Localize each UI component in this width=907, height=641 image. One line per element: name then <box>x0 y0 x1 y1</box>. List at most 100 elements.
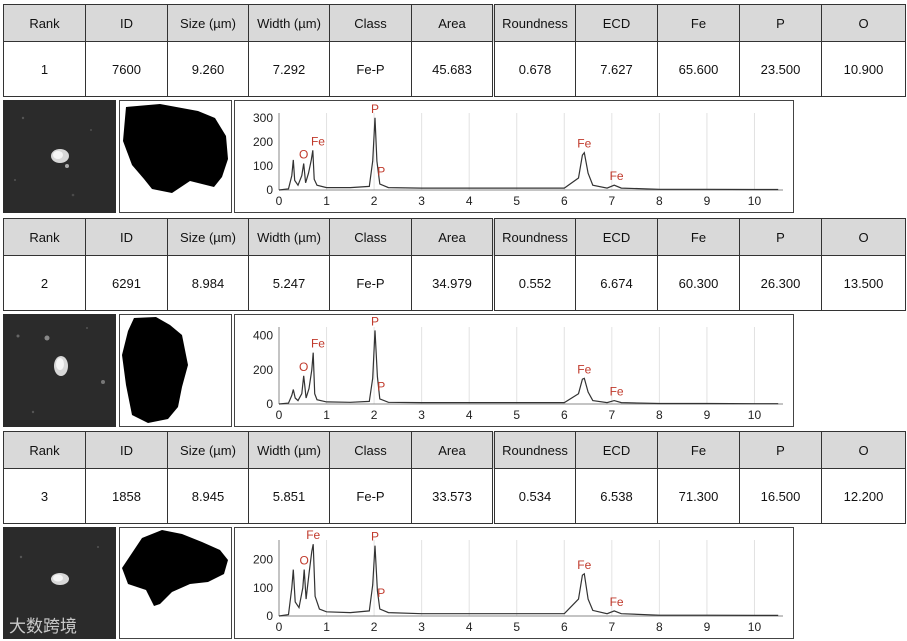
particle-table-1: Rank ID Size (µm) Width (µm) Class Area … <box>3 4 906 97</box>
col-header-rank: Rank <box>3 218 86 256</box>
x-tick-label: 2 <box>371 194 378 208</box>
x-tick-label: 7 <box>608 194 615 208</box>
particle-micrograph <box>3 314 116 427</box>
col-header-p: P <box>739 431 822 469</box>
cell-roundness: 0.678 <box>493 41 576 97</box>
peak-label: P <box>371 315 379 328</box>
cell-ecd: 6.538 <box>575 468 658 524</box>
col-header-id: ID <box>85 218 168 256</box>
peak-label: Fe <box>610 385 624 399</box>
col-header-ecd: ECD <box>575 431 658 469</box>
x-tick-label: 10 <box>748 620 762 634</box>
cell-id: 1858 <box>85 468 168 524</box>
spectrum-line <box>278 330 779 405</box>
cell-area: 34.979 <box>411 255 495 311</box>
x-tick-label: 0 <box>276 408 283 422</box>
x-tick-label: 0 <box>276 194 283 208</box>
x-tick-label: 4 <box>466 194 473 208</box>
y-tick-label: 200 <box>253 135 273 149</box>
peak-label: Fe <box>610 595 624 609</box>
peak-label: P <box>371 102 379 116</box>
cell-area: 33.573 <box>411 468 495 524</box>
peak-label: O <box>300 554 309 568</box>
col-header-size: Size (µm) <box>167 218 249 256</box>
peak-label: Fe <box>577 137 591 151</box>
y-tick-label: 100 <box>253 159 273 173</box>
particle-binary-mask <box>119 527 232 639</box>
x-tick-label: 8 <box>656 620 663 634</box>
x-tick-label: 5 <box>513 194 520 208</box>
particle-table-3: Rank ID Size (µm) Width (µm) Class Area … <box>3 431 906 524</box>
col-header-ecd: ECD <box>575 4 658 42</box>
eds-spectrum-chart: 0 1 2 3 4 5 6 7 8 9 10 0 200 400 O Fe P P Fe Fe <box>234 314 794 427</box>
col-header-area: Area <box>411 4 495 42</box>
cell-ecd: 6.674 <box>575 255 658 311</box>
y-tick-label: 400 <box>253 329 273 343</box>
cell-class: Fe-P <box>329 41 412 97</box>
peak-label: O <box>299 148 308 162</box>
particle-binary-mask <box>119 100 232 213</box>
col-header-o: O <box>821 431 906 469</box>
col-header-class: Class <box>329 431 412 469</box>
peak-label: Fe <box>610 169 624 183</box>
x-tick-label: 6 <box>561 194 568 208</box>
x-tick-label: 10 <box>748 194 762 208</box>
cell-rank: 2 <box>3 255 86 311</box>
x-tick-label: 6 <box>561 620 568 634</box>
cell-size: 9.260 <box>167 41 249 97</box>
eds-spectrum-chart: 0 1 2 3 4 5 6 7 8 9 10 0 100 200 300 O Fe P P Fe Fe <box>234 100 794 213</box>
cell-size: 8.945 <box>167 468 249 524</box>
peak-label: Fe <box>306 528 320 542</box>
y-tick-label: 0 <box>266 609 273 623</box>
peak-label: P <box>377 164 385 178</box>
y-tick-label: 300 <box>253 111 273 125</box>
cell-fe: 60.300 <box>657 255 740 311</box>
watermark-text: 大数跨境 <box>9 617 77 637</box>
peak-label: Fe <box>577 558 591 572</box>
peak-label: O <box>299 360 308 374</box>
x-tick-label: 6 <box>561 408 568 422</box>
cell-width: 7.292 <box>248 41 330 97</box>
cell-area: 45.683 <box>411 41 495 97</box>
peak-label: P <box>377 379 385 393</box>
cell-p: 23.500 <box>739 41 822 97</box>
col-header-width: Width (µm) <box>248 4 330 42</box>
col-header-fe: Fe <box>657 4 740 42</box>
cell-rank: 3 <box>3 468 86 524</box>
x-tick-label: 4 <box>466 408 473 422</box>
cell-ecd: 7.627 <box>575 41 658 97</box>
x-tick-label: 9 <box>704 194 711 208</box>
peak-label: P <box>371 530 379 544</box>
col-header-area: Area <box>411 431 495 469</box>
col-header-ecd: ECD <box>575 218 658 256</box>
x-tick-label: 2 <box>371 620 378 634</box>
col-header-class: Class <box>329 4 412 42</box>
spectrum-line <box>278 117 779 191</box>
cell-width: 5.247 <box>248 255 330 311</box>
col-header-class: Class <box>329 218 412 256</box>
x-tick-label: 7 <box>608 620 615 634</box>
col-header-p: P <box>739 4 822 42</box>
cell-p: 26.300 <box>739 255 822 311</box>
col-header-fe: Fe <box>657 218 740 256</box>
col-header-width: Width (µm) <box>248 218 330 256</box>
cell-fe: 65.600 <box>657 41 740 97</box>
x-tick-label: 5 <box>513 620 520 634</box>
x-tick-label: 1 <box>323 408 330 422</box>
col-header-o: O <box>821 218 906 256</box>
cell-o: 12.200 <box>821 468 906 524</box>
cell-class: Fe-P <box>329 468 412 524</box>
cell-p: 16.500 <box>739 468 822 524</box>
x-tick-label: 2 <box>371 408 378 422</box>
x-tick-label: 1 <box>323 194 330 208</box>
col-header-id: ID <box>85 4 168 42</box>
particle-binary-mask <box>119 314 232 427</box>
col-header-roundness: Roundness <box>493 218 576 256</box>
col-header-size: Size (µm) <box>167 431 249 469</box>
col-header-area: Area <box>411 218 495 256</box>
particle-micrograph: 大数跨境 <box>3 527 116 639</box>
cell-roundness: 0.552 <box>493 255 576 311</box>
cell-size: 8.984 <box>167 255 249 311</box>
col-header-roundness: Roundness <box>493 431 576 469</box>
peak-label: Fe <box>311 134 325 148</box>
